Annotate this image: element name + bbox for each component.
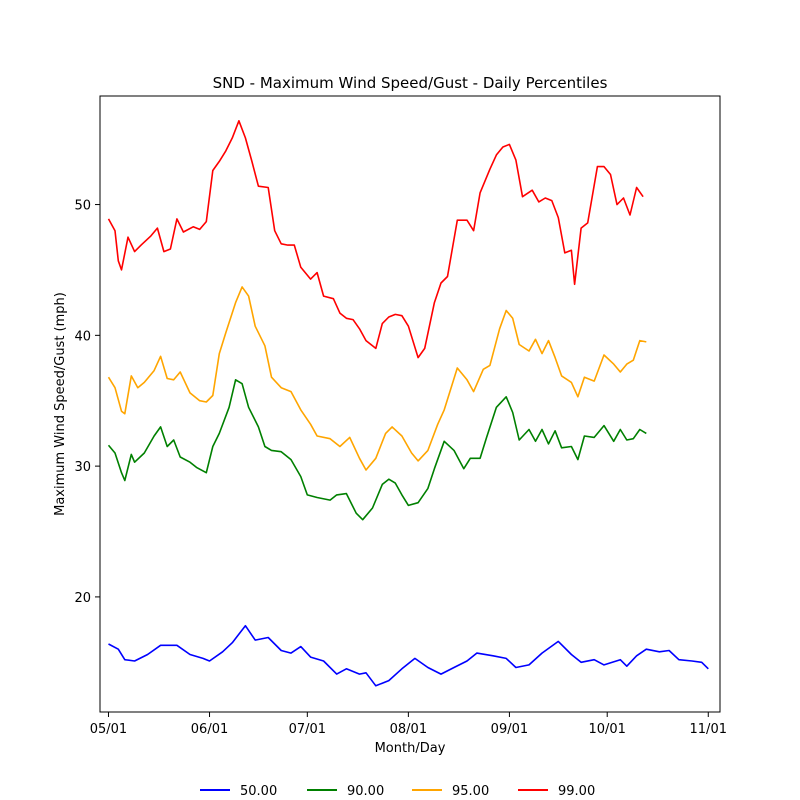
legend-item-50-00: 50.00 [200, 784, 277, 799]
legend-item-90-00: 90.00 [307, 784, 384, 799]
series-line-90-00 [107, 378, 647, 521]
legend-label: 95.00 [452, 784, 489, 799]
x-tick-label: 09/01 [491, 722, 528, 737]
y-tick-label: 20 [74, 591, 91, 606]
x-tick-label: 08/01 [390, 722, 427, 737]
legend-label: 90.00 [347, 784, 384, 799]
series-line-50-00 [108, 624, 709, 687]
y-axis-label: Maximum Wind Speed/Gust (mph) [53, 292, 68, 516]
x-tick-label: 05/01 [90, 722, 127, 737]
x-axis: 05/01 06/01 07/01 08/01 09/01 10/01 11/01 [90, 712, 727, 737]
y-tick-label: 40 [74, 329, 91, 344]
x-tick-label: 07/01 [289, 722, 326, 737]
legend-label: 50.00 [240, 784, 277, 799]
y-tick-label: 30 [74, 460, 91, 475]
y-tick-label: 50 [74, 199, 91, 214]
legend-label: 99.00 [558, 784, 595, 799]
series-line-99-00 [107, 120, 644, 359]
legend-item-95-00: 95.00 [412, 784, 489, 799]
series-line-95-00 [107, 286, 647, 471]
x-axis-label: Month/Day [375, 741, 446, 756]
plot-frame [99, 95, 721, 713]
legend-item-99-00: 99.00 [518, 784, 595, 799]
y-axis: 20 30 40 50 [74, 199, 100, 606]
x-tick-label: 11/01 [690, 722, 727, 737]
legend: 50.00 90.00 95.00 99.00 [200, 784, 595, 799]
x-tick-label: 10/01 [588, 722, 625, 737]
x-tick-label: 06/01 [191, 722, 228, 737]
plot-lines [107, 120, 709, 687]
chart-title: SND - Maximum Wind Speed/Gust - Daily Pe… [213, 74, 608, 92]
